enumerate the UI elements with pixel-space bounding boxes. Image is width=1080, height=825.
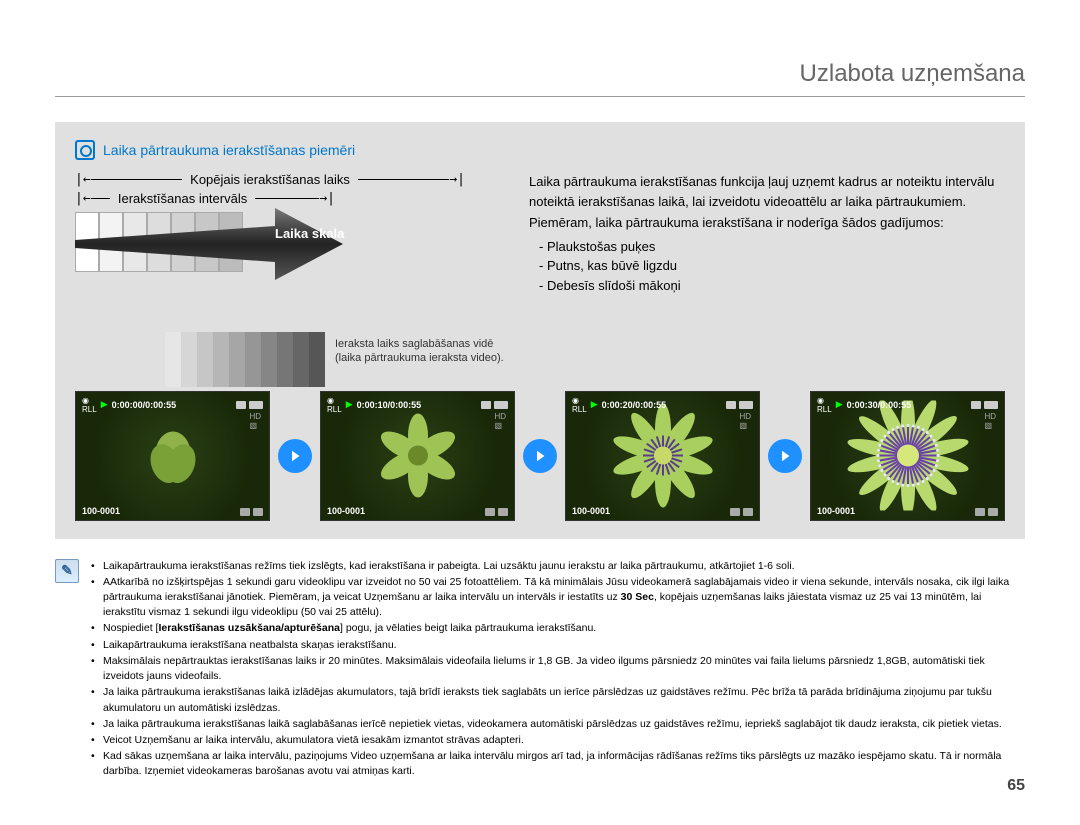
desc-p2: Piemēram, laika pārtraukuma ierakstīšana…: [529, 213, 1005, 233]
note-item: Veicot Uzņemšanu ar laika intervālu, aku…: [91, 733, 1025, 748]
note-item: AAtkarībā no izšķirtspējas 1 sekundi gar…: [91, 575, 1025, 621]
total-time-label: Kopējais ierakstīšanas laiks: [182, 172, 358, 187]
thumbnail: ◉RLL▶0:00:30/0:00:55HD▧100-0001: [810, 391, 1005, 521]
example-box: Laika pārtraukuma ierakstīšanas piemēri …: [55, 122, 1025, 539]
thumbnail: ◉RLL▶0:00:10/0:00:55HD▧100-0001: [320, 391, 515, 521]
note-item: Laikapārtraukuma ierakstīšanas režīms ti…: [91, 559, 1025, 574]
arrow-right-icon: [523, 439, 557, 473]
page-number: 65: [1007, 777, 1025, 795]
desc-item: Debesīs slīdoši mākoņi: [529, 276, 1005, 296]
interval-label: Ierakstīšanas intervāls: [110, 191, 255, 206]
thumbnail-row: ◉RLL▶0:00:00/0:00:55HD▧100-0001 ◉RLL▶0:00…: [75, 391, 1005, 521]
box-title: Laika pārtraukuma ierakstīšanas piemēri: [103, 142, 355, 158]
timescale-arrow: [75, 206, 345, 282]
note-item: Ja laika pārtraukuma ierakstīšanas laikā…: [91, 717, 1025, 732]
time-scale-diagram: |← Kopējais ierakstīšanas laiks →| |← Ie…: [75, 172, 505, 366]
note-item: Maksimālais nepārtrauktas ierakstīšanas …: [91, 654, 1025, 684]
magnify-icon: [75, 140, 95, 160]
desc-p1: Laika pārtraukuma ierakstīšanas funkcija…: [529, 172, 1005, 211]
page-title: Uzlabota uzņemšana: [55, 60, 1025, 97]
diagram-note: Ieraksta laiks saglabāšanas vidē (laika …: [335, 337, 505, 366]
note-item: Kad sākas uzņemšana ar laika intervālu, …: [91, 749, 1025, 779]
thumbnail: ◉RLL▶0:00:00/0:00:55HD▧100-0001: [75, 391, 270, 521]
desc-item: Plaukstošas puķes: [529, 237, 1005, 257]
desc-item: Putns, kas būvē ligzdu: [529, 256, 1005, 276]
description: Laika pārtraukuma ierakstīšanas funkcija…: [529, 172, 1005, 366]
arrow-right-icon: [768, 439, 802, 473]
notes-section: ✎ Laikapārtraukuma ierakstīšanas režīms …: [55, 559, 1025, 781]
note-item: Ja laika pārtraukuma ierakstīšanas laikā…: [91, 685, 1025, 715]
note-item: Nospiediet [Ierakstīšanas uzsākšana/aptu…: [91, 621, 1025, 636]
arrow-right-icon: [278, 439, 312, 473]
note-item: Laikapārtraukuma ierakstīšana neatbalsta…: [91, 638, 1025, 653]
arrow-label: Laika skala: [275, 226, 344, 241]
thumbnail: ◉RLL▶0:00:20/0:00:55HD▧100-0001: [565, 391, 760, 521]
note-icon: ✎: [55, 559, 79, 583]
